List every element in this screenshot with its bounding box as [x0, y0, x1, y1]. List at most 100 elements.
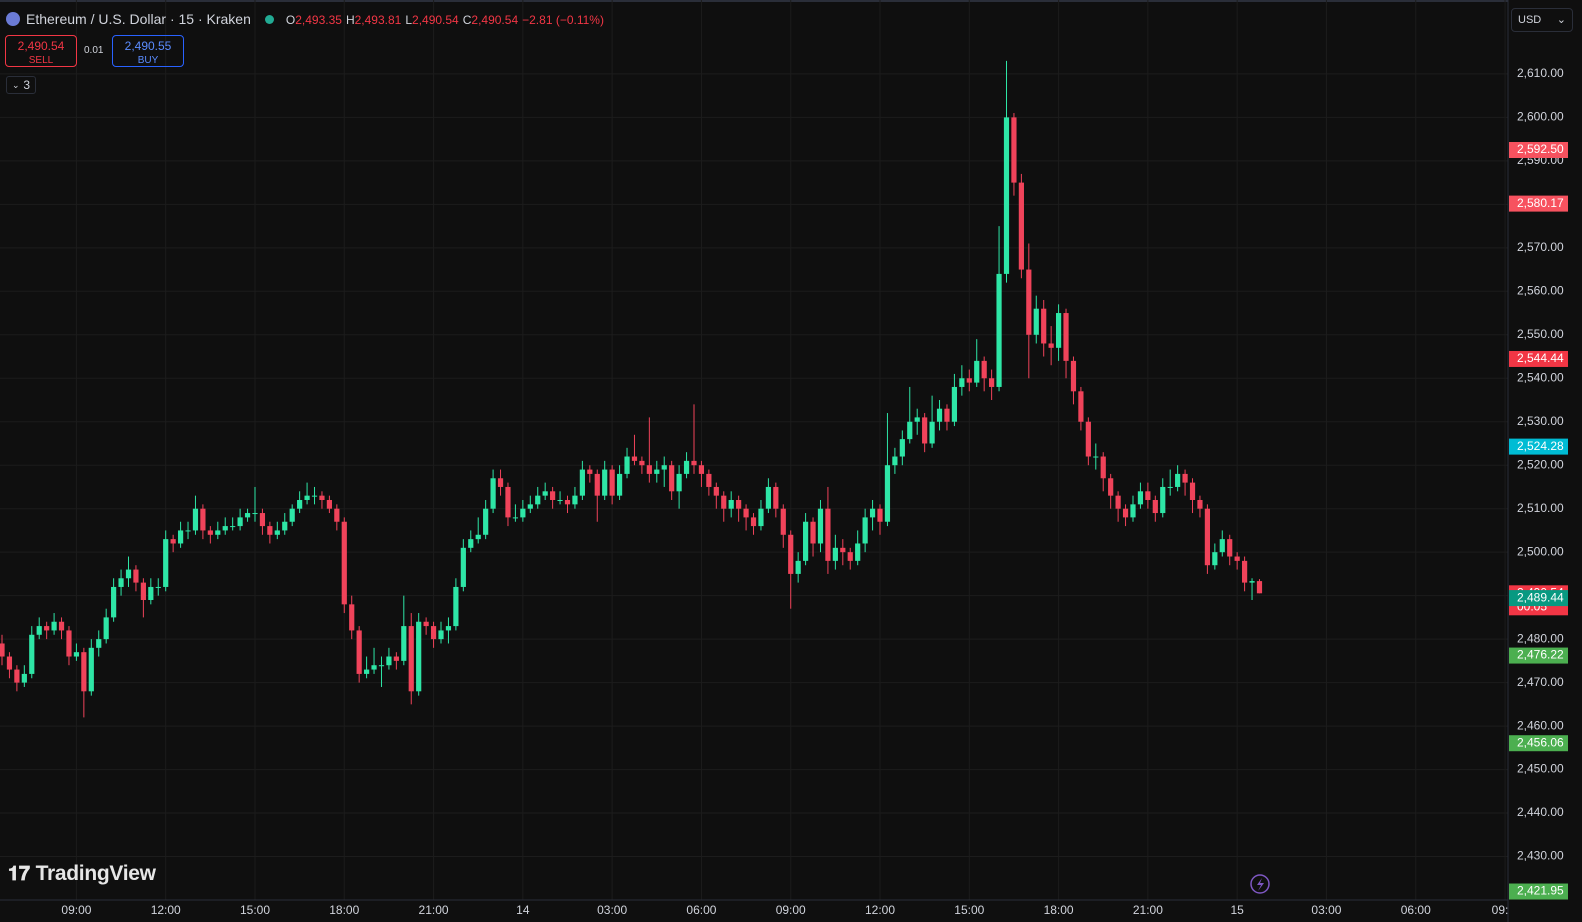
price-marker-label: 2,544.44 [1517, 351, 1564, 365]
candle-body [215, 530, 221, 535]
y-tick-label: 2,560.00 [1517, 283, 1564, 297]
candle-body [505, 486, 511, 518]
candle-body [1227, 539, 1233, 557]
candle-body [1167, 486, 1173, 488]
candle-body [282, 521, 288, 531]
buy-button[interactable]: 2,490.55 BUY [112, 35, 184, 67]
ohlc-value: 2,490.54 [471, 13, 519, 27]
candle-body [490, 478, 496, 509]
candle-body [773, 486, 779, 509]
candle-body [855, 543, 861, 561]
candle-body [222, 526, 228, 531]
candle-body [326, 500, 332, 509]
candle-body [96, 639, 102, 648]
candle-body [475, 534, 481, 540]
candle-body [884, 465, 891, 522]
x-tick-label: 15:00 [240, 903, 270, 917]
price-markers: 2,592.502,580.172,544.442,524.282,490.54… [1509, 142, 1568, 900]
price-marker [1509, 350, 1568, 367]
candle-body [669, 465, 675, 492]
candle-body [155, 586, 161, 588]
candle-body [639, 460, 645, 466]
candles [0, 60, 1263, 718]
candle-body [393, 656, 399, 661]
candle-body [616, 473, 623, 496]
candle-body [1108, 478, 1114, 496]
logo[interactable]: 𝟏𝟕 TradingView [8, 862, 156, 886]
x-tick-label: 06:00 [1401, 903, 1431, 917]
price-marker-label: 2,421.95 [1517, 884, 1564, 898]
candle-body [922, 417, 928, 444]
candle-body [1041, 308, 1047, 344]
candle-body [66, 630, 72, 657]
y-tick-label: 2,570.00 [1517, 240, 1564, 254]
symbol-title[interactable]: Ethereum / U.S. Dollar · 15 · Kraken [26, 11, 251, 27]
price-marker [1509, 647, 1568, 664]
candle-body [713, 486, 719, 496]
y-tick-label: 2,550.00 [1517, 327, 1564, 341]
chevron: ⌄ [1556, 14, 1566, 26]
x-tick-label: 21:00 [1133, 903, 1163, 917]
x-tick-label: 06:00 [686, 903, 716, 917]
candle-body [163, 539, 169, 587]
chevron: ⌄ [12, 80, 20, 90]
ohlc-label: O [285, 13, 296, 27]
candle-body [497, 478, 504, 487]
x-tick-label: 18:00 [1044, 903, 1074, 917]
replay-icon[interactable] [1250, 874, 1270, 894]
candle-body [453, 586, 459, 627]
candle-body [88, 647, 94, 692]
grid [0, 0, 1508, 900]
candle-body [1249, 581, 1255, 583]
ohlc-legend: O2,493.35 H2,493.81 L2,490.54 C2,490.54 −2.8… [286, 11, 608, 27]
candle-body [1026, 269, 1032, 335]
candle-body [73, 652, 80, 657]
candle-body [1078, 391, 1084, 422]
candle-body [951, 386, 958, 422]
candle-body [349, 604, 355, 631]
candle-body [207, 530, 213, 535]
indicators-toggle[interactable]: ⌄ 3 [6, 76, 36, 94]
time-axis: 09:00 12:00 15:00 18:00 21:00 14 03:00 06:00 09:… [61, 903, 1508, 917]
candle-body [111, 586, 117, 618]
candle-body [118, 578, 124, 587]
candle-body [996, 273, 1002, 387]
candle-body [51, 621, 57, 631]
candle-body [304, 495, 310, 500]
candle-body [1219, 539, 1225, 553]
price-marker [1509, 142, 1568, 158]
candle-body [133, 569, 139, 583]
candle-body [140, 582, 146, 600]
candle-body [81, 652, 87, 692]
candle-body [408, 626, 414, 692]
candle-body [535, 495, 541, 505]
y-tick-label: 2,540.00 [1517, 370, 1564, 384]
candle-body [430, 626, 437, 640]
price-marker [1509, 195, 1568, 212]
candle-body [1197, 500, 1203, 509]
candle-body [840, 547, 846, 553]
candle-body [364, 669, 370, 674]
candle-body [1085, 421, 1091, 457]
x-tick-label: 18:00 [329, 903, 359, 917]
candle-body [654, 469, 660, 474]
currency-select[interactable]: USD ⌄ [1511, 8, 1573, 32]
candle-body [200, 508, 206, 531]
sell-button[interactable]: 2,490.54 SELL [5, 35, 77, 67]
buy-label: BUY [137, 55, 159, 66]
candle-body [319, 495, 325, 500]
candle-body [728, 500, 734, 509]
candle-body [676, 473, 682, 492]
candle-body [557, 500, 563, 501]
candle-body [646, 465, 652, 474]
candle-body [252, 513, 258, 515]
candle-body [817, 508, 824, 544]
candle-body [706, 473, 712, 487]
candle-body [1130, 504, 1136, 518]
candle-body [438, 630, 444, 640]
logo-mark: 𝟏𝟕 [8, 863, 30, 885]
candle-body [1212, 552, 1218, 566]
candle-body [981, 360, 987, 379]
candle-body [550, 491, 556, 500]
